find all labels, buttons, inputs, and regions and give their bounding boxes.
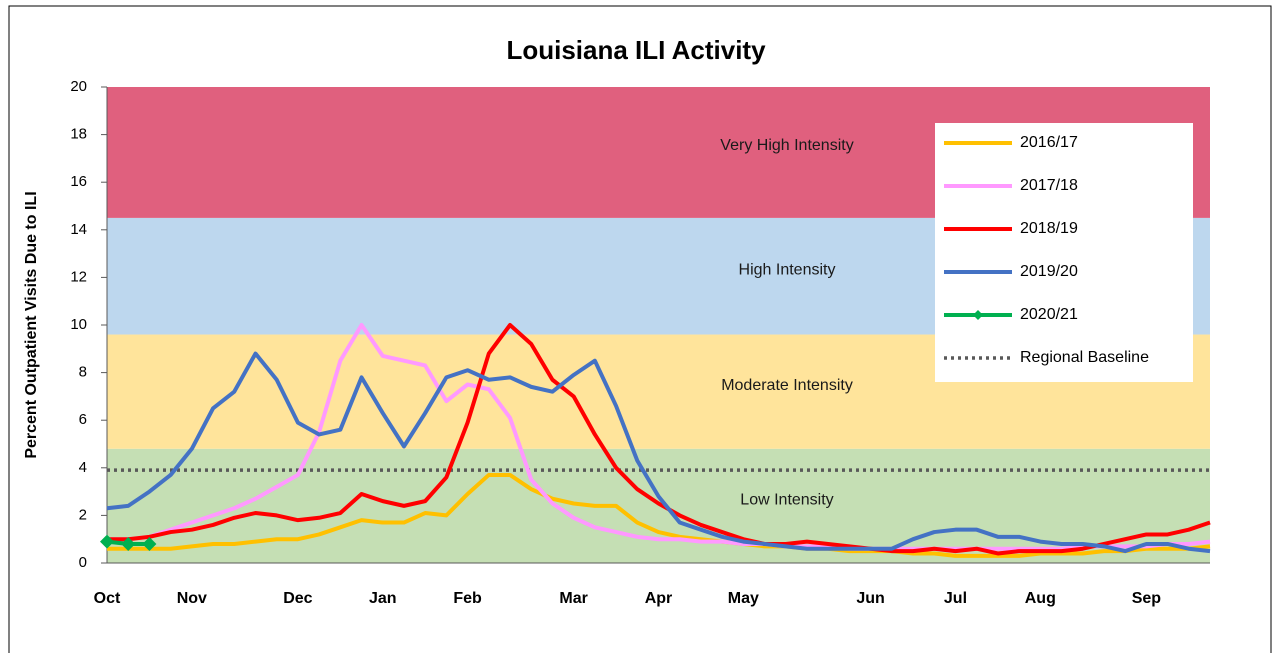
y-tick-label: 4	[79, 459, 87, 476]
series-line	[107, 323, 1211, 551]
legend-label: 2020/21	[1020, 306, 1078, 323]
x-tick-label: Mar	[559, 590, 587, 607]
legend-label: 2017/18	[1020, 177, 1078, 194]
series-line	[107, 323, 1211, 556]
x-tick-label: May	[728, 590, 759, 607]
legend-label: 2016/17	[1020, 134, 1078, 151]
legend-label: 2019/20	[1020, 263, 1078, 280]
y-axis-label: Percent Outpatient Visits Due to ILI	[23, 191, 40, 458]
y-tick-label: 18	[70, 126, 87, 143]
x-tick-label: Oct	[94, 590, 121, 607]
y-tick-label: 8	[79, 364, 87, 381]
x-tick-label: Jan	[369, 590, 397, 607]
y-tick-label: 16	[70, 173, 87, 190]
y-tick-label: 2	[79, 506, 87, 523]
legend-box	[935, 123, 1193, 382]
x-tick-label: Aug	[1025, 590, 1056, 607]
series-line	[107, 472, 1211, 558]
y-tick-label: 0	[79, 554, 87, 571]
x-tick-label: Feb	[453, 590, 482, 607]
band-label: Very High Intensity	[720, 137, 853, 154]
legend-marker	[973, 310, 983, 320]
x-tick-label: Jun	[856, 590, 884, 607]
series-marker	[100, 534, 114, 549]
x-tick-label: Nov	[177, 590, 207, 607]
y-tick-label: 6	[79, 411, 87, 428]
x-tick-label: Dec	[283, 590, 312, 607]
y-tick-label: 10	[70, 316, 87, 333]
band-label: Low Intensity	[740, 491, 833, 508]
series-marker	[121, 536, 136, 551]
x-tick-label: Apr	[645, 590, 673, 607]
band-label: Moderate Intensity	[721, 377, 853, 394]
legend-label: 2018/19	[1020, 220, 1078, 237]
series-marker	[142, 536, 157, 551]
y-tick-label: 20	[70, 78, 87, 95]
x-tick-label: Jul	[944, 590, 967, 607]
y-tick-label: 14	[70, 221, 87, 238]
band-label: High Intensity	[739, 262, 836, 279]
chart-title: Louisiana ILI Activity	[506, 35, 766, 65]
series-line	[106, 351, 1211, 554]
y-tick-label: 12	[70, 268, 87, 285]
legend-label: Regional Baseline	[1020, 349, 1149, 366]
intensity-band	[107, 448, 1210, 563]
x-tick-label: Sep	[1132, 590, 1162, 607]
